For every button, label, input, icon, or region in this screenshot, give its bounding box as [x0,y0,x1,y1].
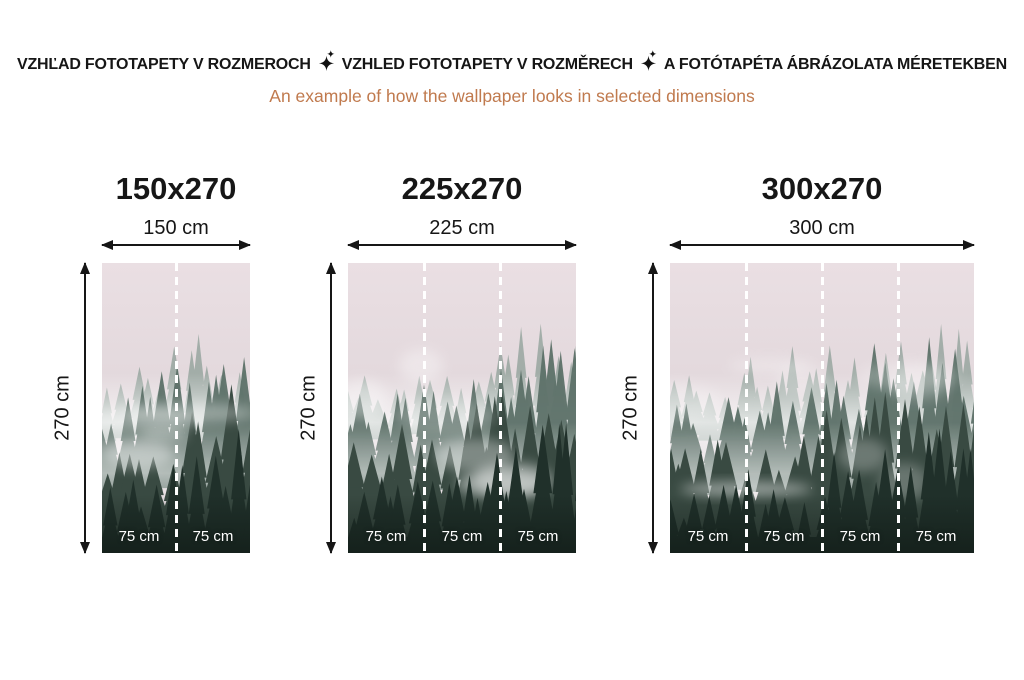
foggy-forest-image [348,263,576,553]
vertical-measure-arrow [325,262,336,554]
vertical-measure-arrow [647,262,658,554]
sparkle-icon [640,50,657,71]
wallpaper-preview-image: 75 cm 75 cm 75 cm [348,263,576,553]
strip-overlay: 75 cm 75 cm 75 cm [348,263,576,553]
strip-width-label: 75 cm [517,528,559,545]
sparkle-icon [318,50,335,71]
dimension-panel-150x270: 150x270 150 cm 270 cm 75 cm 75 cm [52,171,251,554]
strip-width-label: 75 cm [192,528,234,545]
foggy-forest-image [670,263,974,553]
strip-width-label: 75 cm [839,528,881,545]
strip-width-label: 75 cm [441,528,483,545]
panel-title: 150x270 [115,171,237,206]
wallpaper-strip: 75 cm [348,263,426,553]
wallpaper-strip: 75 cm [822,263,900,553]
strip-width-label: 75 cm [915,528,957,545]
title-part-cz: VZHLED FOTOTAPETY V ROZMĚRECH [341,55,633,73]
strip-width-label: 75 cm [763,528,805,545]
vertical-measure-arrow [79,262,90,554]
wallpaper-strip: 75 cm [424,263,502,553]
foggy-forest-image [102,263,250,553]
page-subtitle: An example of how the wallpaper looks in… [269,86,755,106]
strip-overlay: 75 cm 75 cm 75 cm 75 cm [670,263,974,553]
wallpaper-strip: 75 cm [102,263,178,553]
panel-title: 300x270 [761,171,883,206]
panel-title: 225x270 [401,171,523,206]
width-dimension-label: 225 cm [429,217,495,239]
wallpaper-preview-image: 75 cm 75 cm 75 cm 75 cm [670,263,974,553]
title-part-hu: A FOTÓTAPÉTA ÁBRÁZOLATA MÉRETEKBEN [663,55,1007,73]
strip-width-label: 75 cm [365,528,407,545]
width-dimension-label: 150 cm [143,217,209,239]
wallpaper-strip: 75 cm [670,263,748,553]
height-dimension-label: 270 cm [619,375,642,441]
wallpaper-preview-image: 75 cm 75 cm [102,263,250,553]
strip-width-label: 75 cm [687,528,729,545]
horizontal-measure-arrow [347,239,577,250]
wallpaper-strip: 75 cm [898,263,974,553]
title-part-sk: VZHĽAD FOTOTAPETY V ROZMEROCH [17,55,311,73]
page-title: VZHĽAD FOTOTAPETY V ROZMEROCH VZHLED FOT… [0,50,1024,79]
width-dimension-label: 300 cm [789,217,855,239]
horizontal-measure-arrow [669,239,975,250]
wallpaper-strip: 75 cm [176,263,250,553]
strip-overlay: 75 cm 75 cm [102,263,250,553]
strip-width-label: 75 cm [118,528,160,545]
height-dimension-label: 270 cm [297,375,320,441]
wallpaper-strip: 75 cm [500,263,576,553]
dimension-panel-225x270: 225x270 225 cm 270 cm 75 cm 75 cm 75 cm [298,171,577,554]
header: VZHĽAD FOTOTAPETY V ROZMEROCH VZHLED FOT… [0,50,1024,107]
horizontal-measure-arrow [101,239,251,250]
height-dimension-label: 270 cm [51,375,74,441]
wallpaper-strip: 75 cm [746,263,824,553]
dimension-panel-300x270: 300x270 300 cm 270 cm 75 cm 75 cm 75 cm … [620,171,975,554]
